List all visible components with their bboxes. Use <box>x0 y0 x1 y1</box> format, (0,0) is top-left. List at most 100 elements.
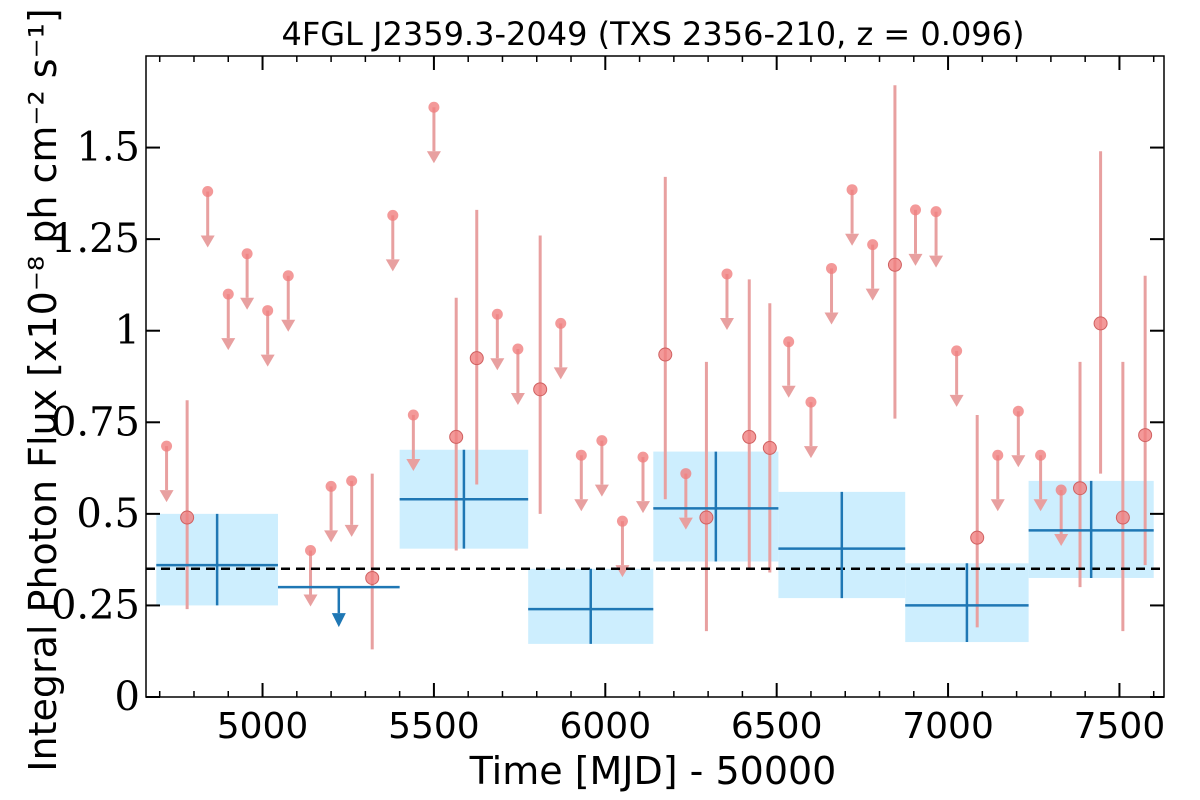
short-ul-marker-6 <box>305 544 317 556</box>
short-ul-marker-25 <box>867 239 879 251</box>
x-axis-label: Time [MJD] - 50000 <box>469 749 837 793</box>
short-bin-point-2 <box>449 429 464 444</box>
short-ul-marker-31 <box>1035 449 1047 461</box>
y-tick-labels: 0 0.25 0.5 0.75 1 1.25 1.5 <box>51 125 140 720</box>
short-ul-marker-5 <box>282 270 294 282</box>
short-bin-point-10 <box>970 530 985 545</box>
short-bin-point-9 <box>887 257 902 272</box>
short-ul-marker-10 <box>407 409 419 421</box>
long-bin-error-bands <box>156 449 1154 644</box>
short-ul-arrow-20 <box>719 317 734 330</box>
short-ul-marker-30 <box>1012 405 1024 417</box>
short-ul-marker-19 <box>680 468 692 480</box>
short-ul-arrow-31 <box>1033 499 1048 512</box>
short-bin-point-6 <box>699 510 714 525</box>
short-ul-arrow-24 <box>845 233 860 246</box>
short-ul-marker-17 <box>616 515 628 527</box>
short-ul-arrow-26 <box>908 253 923 266</box>
short-ul-arrow-29 <box>990 499 1005 512</box>
short-ul-arrow-19 <box>678 517 693 530</box>
short-ul-marker-22 <box>805 396 817 408</box>
y-tick-label-3: 0.75 <box>51 399 140 445</box>
short-ul-marker-1 <box>202 186 214 198</box>
short-ul-marker-11 <box>428 101 440 113</box>
short-ul-marker-29 <box>992 449 1004 461</box>
short-ul-marker-8 <box>346 475 358 487</box>
y-tick-label-1: 0.25 <box>51 582 140 628</box>
short-ul-arrow-6 <box>303 594 318 607</box>
x-tick-label-3: 6500 <box>731 706 823 747</box>
y-tick-label-5: 1.25 <box>51 216 140 262</box>
y-tick-label-4: 1 <box>115 308 140 354</box>
short-ul-arrow-11 <box>426 151 441 164</box>
short-ul-marker-23 <box>826 262 838 274</box>
short-ul-marker-14 <box>555 317 567 329</box>
short-ul-arrow-21 <box>781 385 796 398</box>
short-bin-point-7 <box>742 429 757 444</box>
short-ul-arrow-22 <box>803 446 818 459</box>
short-bin-point-5 <box>658 347 673 362</box>
short-bin-points <box>159 85 1153 650</box>
short-ul-arrow-1 <box>200 235 215 248</box>
short-bin-point-4 <box>533 382 548 397</box>
short-ul-marker-2 <box>222 288 234 300</box>
short-ul-arrow-10 <box>406 458 421 471</box>
x-tick-label-1: 5500 <box>388 706 480 747</box>
short-ul-marker-24 <box>846 184 858 196</box>
y-axis-label: Integral Photon Flux [x10⁻⁸ ph cm⁻² s⁻¹] <box>21 8 65 771</box>
short-ul-marker-26 <box>909 204 921 216</box>
x-tick-label-0: 5000 <box>217 706 309 747</box>
short-ul-arrow-32 <box>1054 534 1069 547</box>
short-ul-arrow-2 <box>221 338 236 351</box>
short-ul-arrow-5 <box>281 319 296 332</box>
short-ul-arrow-4 <box>260 354 275 367</box>
y-tick-label-6: 1.5 <box>76 125 140 171</box>
short-ul-arrow-0 <box>159 490 174 503</box>
short-ul-arrow-16 <box>594 484 609 497</box>
short-ul-arrow-15 <box>574 499 589 512</box>
short-ul-arrow-18 <box>636 501 651 514</box>
short-ul-arrow-23 <box>824 312 839 325</box>
short-bin-point-13 <box>1115 510 1130 525</box>
x-tick-label-5: 7500 <box>1074 706 1166 747</box>
short-ul-arrow-27 <box>929 255 944 268</box>
short-bin-point-3 <box>469 351 484 366</box>
short-bin-point-1 <box>365 570 380 585</box>
short-ul-marker-3 <box>241 248 253 260</box>
short-bin-point-11 <box>1073 481 1088 496</box>
short-bin-point-12 <box>1093 316 1108 331</box>
short-ul-arrow-9 <box>385 259 400 272</box>
chart-title: 4FGL J2359.3-2049 (TXS 2356-210, z = 0.0… <box>281 15 1024 53</box>
short-ul-arrow-28 <box>949 394 964 407</box>
short-ul-arrow-30 <box>1011 455 1026 468</box>
short-ul-marker-7 <box>325 480 337 492</box>
short-ul-arrow-13 <box>510 393 525 406</box>
short-ul-marker-21 <box>783 336 795 348</box>
short-ul-marker-4 <box>262 305 274 317</box>
short-ul-marker-0 <box>161 440 173 452</box>
x-tick-label-4: 7000 <box>902 706 994 747</box>
axis-ticks <box>146 56 1164 698</box>
short-ul-marker-12 <box>491 308 503 320</box>
y-tick-label-2: 0.5 <box>76 491 140 537</box>
short-ul-arrow-14 <box>553 367 568 380</box>
plot-frame <box>145 55 1165 698</box>
short-ul-arrow-12 <box>490 358 505 371</box>
long-bin-markers <box>156 449 1154 644</box>
short-bin-point-14 <box>1138 428 1153 443</box>
short-ul-marker-28 <box>951 345 963 357</box>
short-ul-marker-18 <box>637 451 649 463</box>
long-bin-ul-arrow-1 <box>331 613 346 628</box>
x-tick-label-2: 6000 <box>559 706 651 747</box>
short-ul-arrow-25 <box>865 288 880 301</box>
short-ul-arrow-3 <box>240 297 255 310</box>
x-tick-labels: 5000 5500 6000 6500 7000 7500 <box>217 706 1166 747</box>
short-ul-marker-15 <box>575 449 587 461</box>
short-ul-arrow-7 <box>324 530 339 543</box>
short-ul-marker-16 <box>596 435 608 447</box>
short-ul-marker-13 <box>512 343 524 355</box>
y-tick-label-0: 0 <box>115 674 140 720</box>
short-ul-marker-9 <box>387 209 399 221</box>
short-bin-point-8 <box>762 440 777 455</box>
